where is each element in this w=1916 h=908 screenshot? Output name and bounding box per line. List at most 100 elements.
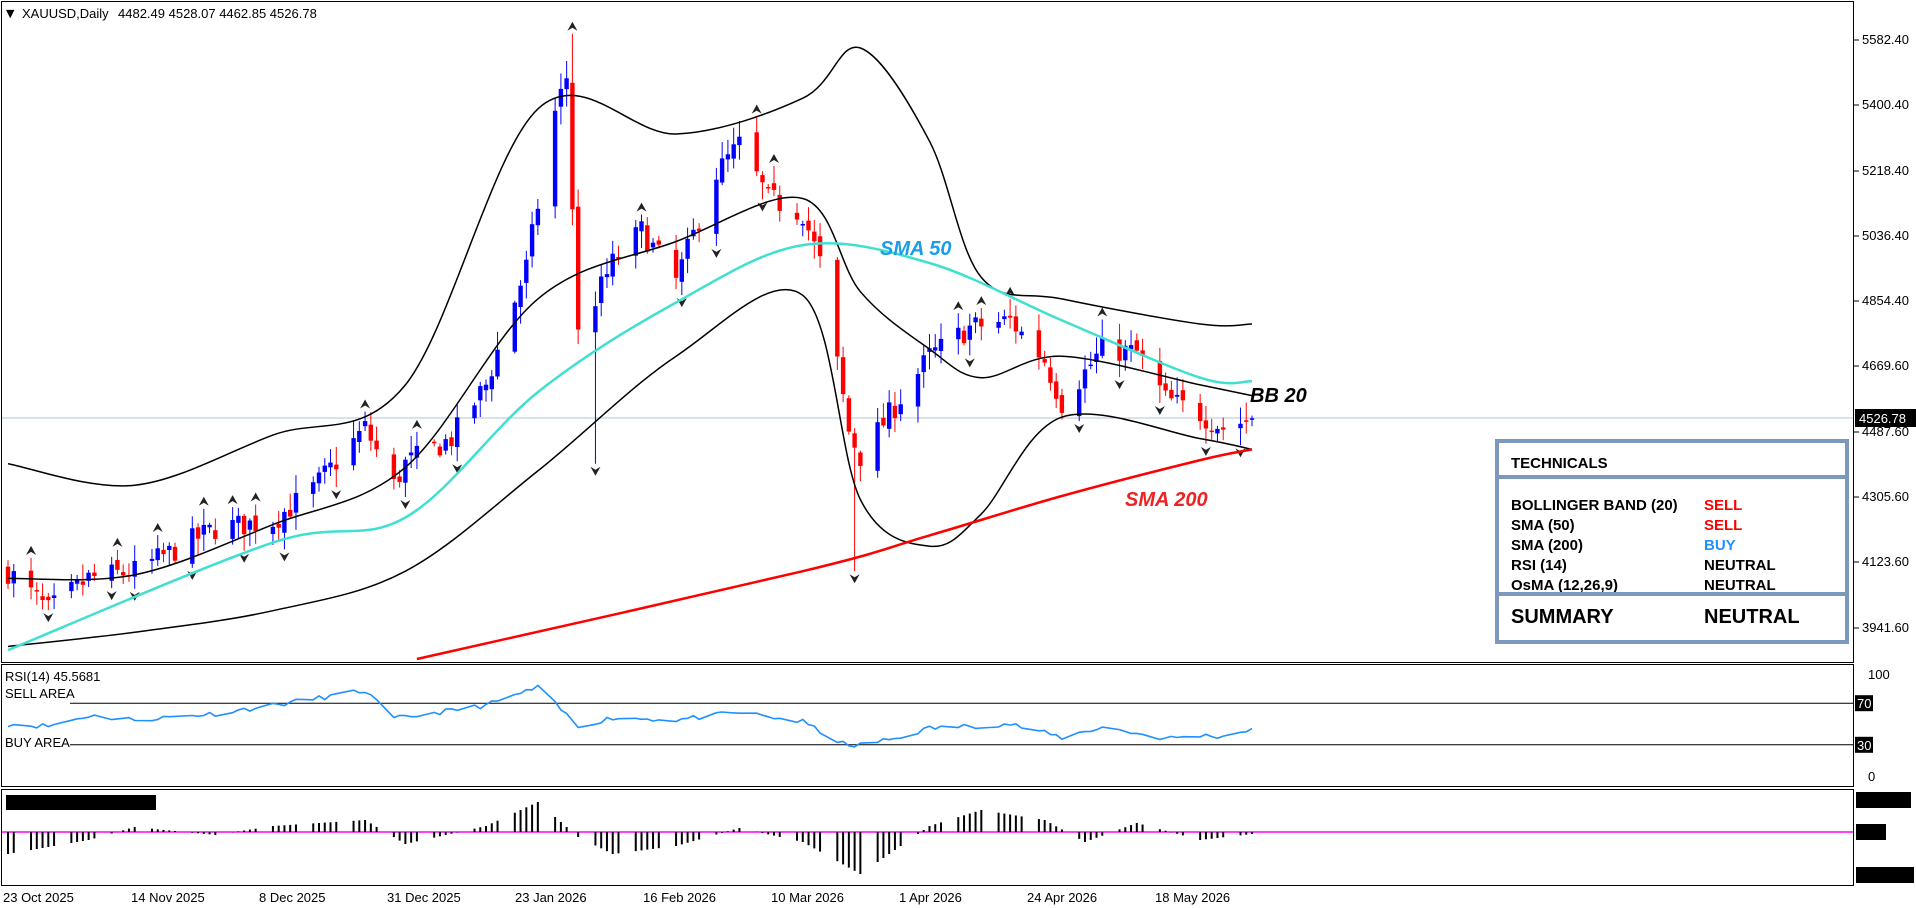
fractal-up-arrow xyxy=(152,523,163,533)
candle-body xyxy=(835,259,840,357)
fractal-up-arrow xyxy=(411,419,422,429)
date-tick-label: 18 May 2026 xyxy=(1155,890,1230,905)
technicals-summary: SUMMARY NEUTRAL xyxy=(1499,592,1845,640)
candle-body xyxy=(679,259,684,282)
candle-body xyxy=(391,454,397,479)
candle-body xyxy=(564,78,569,90)
candle-body xyxy=(161,549,166,555)
candle-body xyxy=(121,572,126,576)
price-tick-label: 5400.40 xyxy=(1862,97,1909,112)
candle-body xyxy=(691,229,696,237)
osma-axis-redaction xyxy=(1856,824,1886,840)
candle-body xyxy=(852,433,857,448)
candle-body xyxy=(1077,389,1082,417)
candle-body xyxy=(558,88,564,107)
price-tick-label: 4305.60 xyxy=(1862,489,1909,504)
osma-axis-redaction xyxy=(1856,867,1914,883)
candle-body xyxy=(46,596,51,601)
candle-body xyxy=(1088,364,1093,367)
price-axis: 5582.40 5400.40 5218.40 5036.40 4854.40 … xyxy=(1854,32,1909,635)
current-price-label: 4526.78 xyxy=(1859,411,1906,426)
candle-body xyxy=(915,374,921,407)
technicals-row-osma: OsMA (12,26,9) NEUTRAL xyxy=(1511,577,1837,597)
candles xyxy=(5,33,1255,611)
main-price-panel xyxy=(1,1,1854,663)
rsi-axis-bottom: 0 xyxy=(1868,769,1875,784)
rsi-line xyxy=(7,684,1253,748)
sma200-annotation: SMA 200 xyxy=(1125,489,1208,511)
candle-body xyxy=(368,424,373,441)
candle-body xyxy=(69,581,74,592)
candle-body xyxy=(737,136,742,146)
candle-body xyxy=(334,464,339,470)
fractal-up-arrow xyxy=(360,399,371,409)
summary-label: SUMMARY xyxy=(1511,606,1614,628)
fractal-down-arrow xyxy=(590,466,601,476)
candle-body xyxy=(1209,430,1214,433)
price-tick-label: 5036.40 xyxy=(1862,228,1909,243)
candle-body xyxy=(109,564,114,581)
summary-value: NEUTRAL xyxy=(1704,606,1800,628)
fractal-down-arrow xyxy=(964,358,975,368)
candle-body xyxy=(1249,418,1255,420)
date-tick-label: 23 Oct 2025 xyxy=(3,890,74,905)
candle-body xyxy=(645,225,650,252)
technicals-rows: BOLLINGER BAND (20) SELL SMA (50) SELL S… xyxy=(1511,497,1837,597)
fractal-arrows xyxy=(26,21,1246,623)
price-tick-label: 5582.40 xyxy=(1862,32,1909,47)
candle-body xyxy=(1203,420,1209,429)
candle-body xyxy=(1007,315,1013,318)
candle-body xyxy=(1002,316,1007,320)
candle-body xyxy=(696,228,702,231)
candle-body xyxy=(149,558,155,561)
candle-body xyxy=(74,579,80,584)
sma50-line xyxy=(7,242,1253,652)
candle-body xyxy=(973,317,978,323)
sma200-line xyxy=(416,448,1253,661)
candle-body xyxy=(489,376,494,390)
candle-body xyxy=(529,224,535,257)
candle-body xyxy=(40,596,45,600)
candle-body xyxy=(979,318,984,327)
candle-body xyxy=(11,571,16,584)
candle-body xyxy=(1180,390,1186,401)
candle-body xyxy=(414,445,420,458)
rsi-panel xyxy=(1,664,1854,787)
candle-body xyxy=(552,110,558,207)
candle-body xyxy=(403,459,408,483)
candle-body xyxy=(132,561,137,577)
fractal-down-arrow xyxy=(1154,405,1165,415)
candle-body xyxy=(938,338,944,351)
candle-body xyxy=(875,422,880,471)
candle-body xyxy=(760,175,765,183)
price-tick-label: 4123.60 xyxy=(1862,554,1909,569)
candle-body xyxy=(362,421,368,427)
candle-body xyxy=(1100,337,1105,356)
candle-body xyxy=(1215,428,1220,434)
candle-body xyxy=(1013,316,1019,332)
candle-body xyxy=(800,224,805,226)
price-tick-label: 4669.60 xyxy=(1862,358,1909,373)
fractal-down-arrow xyxy=(106,591,117,601)
candle-body xyxy=(570,82,575,210)
fractal-down-arrow xyxy=(239,553,250,563)
candle-body xyxy=(472,405,477,419)
candle-body xyxy=(817,236,823,257)
candle-body xyxy=(881,417,886,426)
candle-body xyxy=(996,322,1001,328)
fractal-down-arrow xyxy=(43,613,54,623)
date-tick-label: 16 Feb 2026 xyxy=(643,890,716,905)
rsi-buy-area-label: BUY AREA xyxy=(5,735,70,750)
current-price-badge xyxy=(1855,409,1916,427)
fractal-down-arrow xyxy=(849,574,860,584)
fractal-down-arrow xyxy=(1200,446,1211,456)
candle-body xyxy=(1163,383,1168,391)
candle-body xyxy=(719,158,725,183)
indicator-name: SMA (200) xyxy=(1511,537,1583,554)
candle-body xyxy=(397,476,402,482)
candle-body xyxy=(650,242,656,248)
candle-body xyxy=(247,520,253,530)
candle-body xyxy=(1019,331,1024,336)
candle-body xyxy=(270,526,276,534)
